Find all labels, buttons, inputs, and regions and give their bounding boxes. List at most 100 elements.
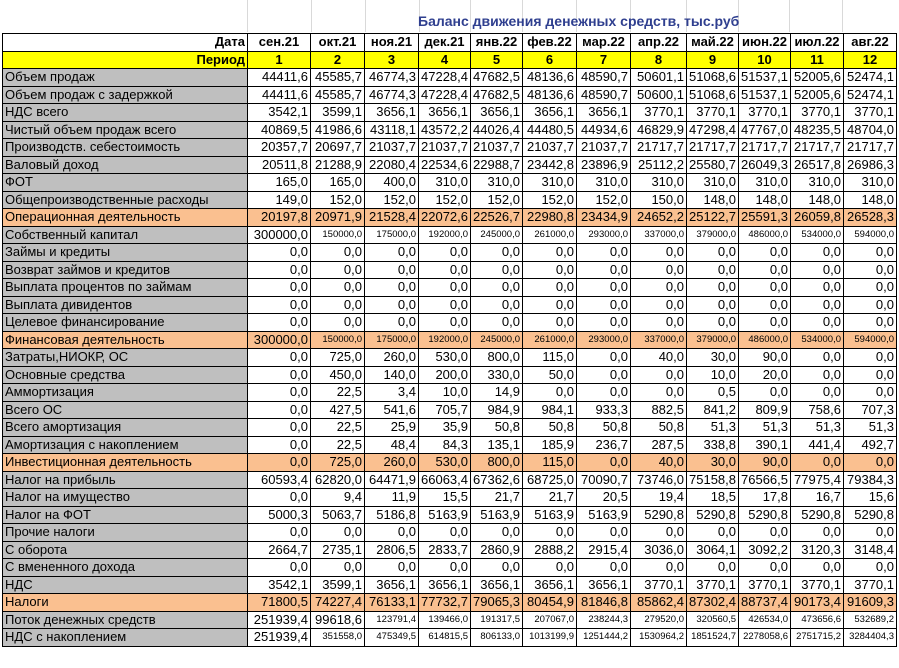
month-header-cell[interactable]: окт.21 xyxy=(310,33,365,52)
value-cell[interactable]: 251939,4 xyxy=(247,610,311,629)
value-cell[interactable]: 47228,4 xyxy=(418,68,471,87)
value-cell[interactable]: 0,0 xyxy=(247,313,311,332)
value-cell[interactable]: 44411,6 xyxy=(247,68,311,87)
value-cell[interactable]: 0,0 xyxy=(630,295,687,314)
value-cell[interactable]: 0,0 xyxy=(522,260,577,279)
value-cell[interactable]: 0,0 xyxy=(247,523,311,542)
value-cell[interactable]: 530,0 xyxy=(418,348,471,367)
row-label-cell[interactable]: Налог на ФОТ xyxy=(2,505,248,524)
value-cell[interactable]: 0,0 xyxy=(470,243,523,262)
value-cell[interactable]: 0,0 xyxy=(522,523,577,542)
value-cell[interactable]: 2888,2 xyxy=(522,540,577,559)
value-cell[interactable]: 0,0 xyxy=(470,278,523,297)
value-cell[interactable]: 293000,0 xyxy=(576,330,631,349)
value-cell[interactable]: 0,0 xyxy=(522,383,577,402)
value-cell[interactable]: 0,0 xyxy=(843,260,897,279)
period-number-cell[interactable]: 5 xyxy=(470,50,523,69)
value-cell[interactable]: 47682,5 xyxy=(470,68,523,87)
value-cell[interactable]: 0,0 xyxy=(576,383,631,402)
value-cell[interactable]: 300000,0 xyxy=(247,330,311,349)
value-cell[interactable]: 534000,0 xyxy=(790,225,844,244)
value-cell[interactable]: 0,0 xyxy=(247,260,311,279)
value-cell[interactable]: 2664,7 xyxy=(247,540,311,559)
value-cell[interactable]: 310,0 xyxy=(843,173,897,192)
value-cell[interactable]: 0,0 xyxy=(790,383,844,402)
value-cell[interactable]: 76133,1 xyxy=(364,593,419,612)
value-cell[interactable]: 0,0 xyxy=(843,313,897,332)
value-cell[interactable]: 20511,8 xyxy=(247,155,311,174)
row-label-cell[interactable]: Инвестиционная деятельность xyxy=(2,453,248,472)
value-cell[interactable]: 70090,7 xyxy=(576,470,631,489)
value-cell[interactable]: 45585,7 xyxy=(310,68,365,87)
value-cell[interactable]: 984,9 xyxy=(470,400,523,419)
value-cell[interactable]: 21037,7 xyxy=(470,138,523,157)
value-cell[interactable]: 21717,7 xyxy=(686,138,739,157)
value-cell[interactable]: 85862,4 xyxy=(630,593,687,612)
month-header-cell[interactable]: сен.21 xyxy=(247,33,311,52)
value-cell[interactable]: 50,0 xyxy=(522,365,577,384)
row-label-cell[interactable]: Налог на имущество xyxy=(2,488,248,507)
value-cell[interactable]: 3064,1 xyxy=(686,540,739,559)
value-cell[interactable]: 140,0 xyxy=(364,365,419,384)
value-cell[interactable]: 0,0 xyxy=(630,523,687,542)
value-cell[interactable]: 73746,0 xyxy=(630,470,687,489)
month-header-cell[interactable]: фев.22 xyxy=(522,33,577,52)
value-cell[interactable]: 984,1 xyxy=(522,400,577,419)
value-cell[interactable]: 20971,9 xyxy=(310,208,365,227)
value-cell[interactable]: 337000,0 xyxy=(630,225,687,244)
value-cell[interactable]: 9,4 xyxy=(310,488,365,507)
value-cell[interactable]: 0,0 xyxy=(630,260,687,279)
value-cell[interactable]: 43572,2 xyxy=(418,120,471,139)
value-cell[interactable]: 175000,0 xyxy=(364,330,419,349)
value-cell[interactable]: 0,0 xyxy=(247,418,311,437)
value-cell[interactable]: 337000,0 xyxy=(630,330,687,349)
value-cell[interactable]: 0,5 xyxy=(686,383,739,402)
value-cell[interactable]: 81846,8 xyxy=(576,593,631,612)
value-cell[interactable]: 0,0 xyxy=(843,243,897,262)
value-cell[interactable]: 0,0 xyxy=(247,558,311,577)
value-cell[interactable]: 0,0 xyxy=(738,243,791,262)
row-label-cell[interactable]: Объем продаж с задержкой xyxy=(2,85,248,104)
value-cell[interactable]: 3120,3 xyxy=(790,540,844,559)
value-cell[interactable]: 115,0 xyxy=(522,348,577,367)
value-cell[interactable]: 0,0 xyxy=(630,365,687,384)
month-header-cell[interactable]: дек.21 xyxy=(418,33,471,52)
value-cell[interactable]: 594000,0 xyxy=(843,225,897,244)
value-cell[interactable]: 0,0 xyxy=(576,243,631,262)
value-cell[interactable]: 91609,3 xyxy=(843,593,897,612)
value-cell[interactable]: 35,9 xyxy=(418,418,471,437)
row-label-cell[interactable]: НДС xyxy=(2,575,248,594)
value-cell[interactable]: 534000,0 xyxy=(790,330,844,349)
value-cell[interactable]: 20697,7 xyxy=(310,138,365,157)
value-cell[interactable]: 26986,3 xyxy=(843,155,897,174)
value-cell[interactable]: 25112,2 xyxy=(630,155,687,174)
value-cell[interactable]: 21717,7 xyxy=(790,138,844,157)
value-cell[interactable]: 5163,9 xyxy=(418,505,471,524)
value-cell[interactable]: 50,8 xyxy=(630,418,687,437)
value-cell[interactable]: 0,0 xyxy=(790,243,844,262)
value-cell[interactable]: 0,0 xyxy=(686,243,739,262)
row-label-cell[interactable]: Возврат займов и кредитов xyxy=(2,260,248,279)
value-cell[interactable]: 3770,1 xyxy=(686,575,739,594)
value-cell[interactable]: 20,0 xyxy=(738,365,791,384)
value-cell[interactable]: 165,0 xyxy=(247,173,311,192)
value-cell[interactable]: 30,0 xyxy=(686,453,739,472)
row-label-cell[interactable]: Собственный капитал xyxy=(2,225,248,244)
value-cell[interactable]: 48590,7 xyxy=(576,68,631,87)
month-header-cell[interactable]: ноя.21 xyxy=(364,33,419,52)
value-cell[interactable]: 486000,0 xyxy=(738,225,791,244)
value-cell[interactable]: 45585,7 xyxy=(310,85,365,104)
value-cell[interactable]: 152,0 xyxy=(418,190,471,209)
value-cell[interactable]: 148,0 xyxy=(790,190,844,209)
period-number-cell[interactable]: 12 xyxy=(843,50,897,69)
value-cell[interactable]: 475349,5 xyxy=(364,628,419,647)
value-cell[interactable]: 2833,7 xyxy=(418,540,471,559)
value-cell[interactable]: 21,7 xyxy=(522,488,577,507)
value-cell[interactable]: 310,0 xyxy=(470,173,523,192)
value-cell[interactable]: 148,0 xyxy=(843,190,897,209)
value-cell[interactable]: 5290,8 xyxy=(843,505,897,524)
value-cell[interactable]: 16,7 xyxy=(790,488,844,507)
value-cell[interactable]: 25591,3 xyxy=(738,208,791,227)
value-cell[interactable]: 123791,4 xyxy=(364,610,419,629)
value-cell[interactable]: 379000,0 xyxy=(686,225,739,244)
